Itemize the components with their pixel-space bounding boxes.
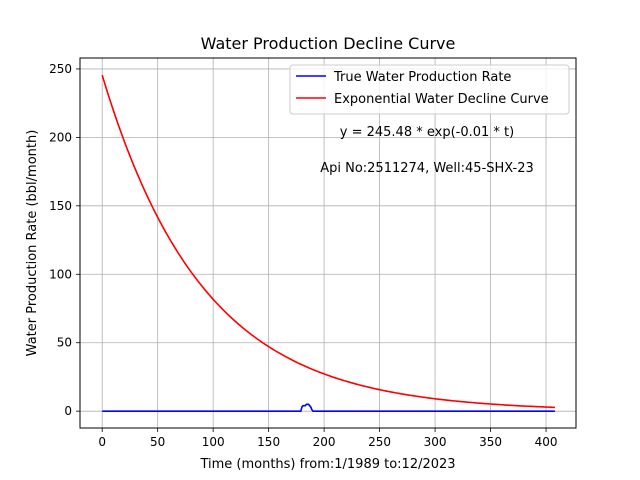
chart-title: Water Production Decline Curve bbox=[201, 34, 456, 53]
y-tick-label: 50 bbox=[57, 336, 72, 350]
x-tick-label: 350 bbox=[479, 435, 502, 449]
y-tick-label: 0 bbox=[64, 404, 72, 418]
y-axis-ticks: 0 50 100 150 200 250 bbox=[49, 62, 80, 418]
x-tick-label: 150 bbox=[257, 435, 280, 449]
y-tick-label: 200 bbox=[49, 130, 72, 144]
plot-area-frame bbox=[79, 57, 577, 429]
x-tick-label: 0 bbox=[98, 435, 106, 449]
x-tick-label: 400 bbox=[535, 435, 558, 449]
series-group bbox=[101, 74, 555, 412]
equation-annotation: y = 245.48 * exp(-0.01 * t) bbox=[340, 125, 514, 140]
x-axis-label: Time (months) from:1/1989 to:12/2023 bbox=[199, 457, 455, 472]
legend-label-true-rate: True Water Production Rate bbox=[333, 70, 511, 85]
y-axis-label: Water Production Rate (bbl/month) bbox=[25, 130, 40, 357]
x-axis-ticks: 0 50 100 150 200 250 300 350 400 bbox=[98, 428, 557, 449]
x-tick-label: 300 bbox=[424, 435, 447, 449]
x-tick-label: 50 bbox=[150, 435, 165, 449]
legend: True Water Production Rate Exponential W… bbox=[289, 64, 570, 115]
y-tick-label: 250 bbox=[49, 62, 72, 76]
x-tick-label: 100 bbox=[202, 435, 225, 449]
x-tick-label: 200 bbox=[313, 435, 336, 449]
y-tick-label: 150 bbox=[49, 199, 72, 213]
series-line-true-rate bbox=[102, 403, 555, 412]
legend-box bbox=[289, 64, 570, 115]
grid-lines bbox=[80, 58, 576, 428]
legend-label-decline-curve: Exponential Water Decline Curve bbox=[334, 92, 549, 107]
well-annotation: Api No:2511274, Well:45-SHX-23 bbox=[320, 161, 534, 176]
x-tick-label: 250 bbox=[368, 435, 391, 449]
y-tick-label: 100 bbox=[49, 267, 72, 281]
series-line-decline-curve bbox=[101, 74, 555, 409]
